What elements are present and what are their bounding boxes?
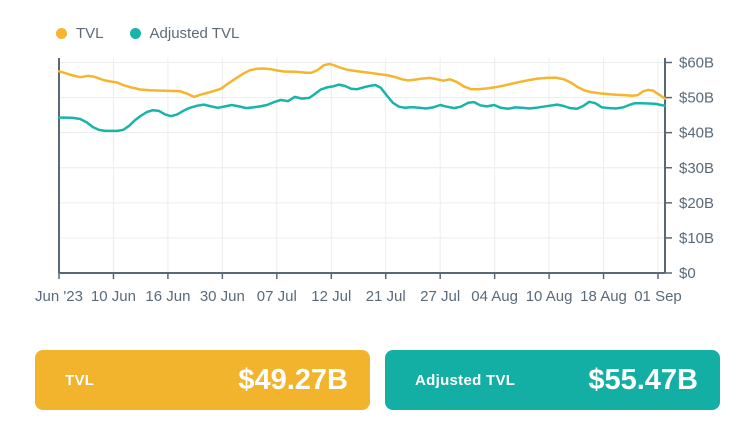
chart-legend: TVL Adjusted TVL [56, 25, 239, 42]
x-axis-tick-label: 30 Jun [200, 288, 245, 305]
adjusted-tvl-line [57, 83, 667, 133]
tvl-card-value: $49.27B [238, 363, 348, 396]
x-axis-tick-label: 07 Jul [257, 288, 297, 305]
x-axis-tick-label: 10 Jun [91, 288, 136, 305]
tvl-card-label: TVL [65, 371, 95, 389]
y-axis-tick-label: $50B [679, 90, 714, 107]
tvl-legend-label: TVL [76, 25, 104, 42]
adjusted-tvl-legend-dot-icon [129, 28, 141, 39]
y-axis-tick-label: $30B [679, 160, 714, 177]
tvl-stat-card: TVL $49.27B [35, 350, 370, 410]
y-axis-tick-label: $10B [679, 230, 714, 247]
legend-item-tvl[interactable]: TVL [56, 25, 104, 42]
x-axis-tick-label: 12 Jul [311, 288, 351, 305]
x-axis-tick-label: Jun '23 [35, 288, 83, 305]
x-axis-tick-label: 01 Sep [634, 288, 682, 305]
stat-cards-row: TVL $49.27B Adjusted TVL $55.47B [35, 350, 720, 410]
adjusted-tvl-card-value: $55.47B [588, 363, 698, 396]
adjusted-tvl-legend-label: Adjusted TVL [149, 25, 240, 42]
tvl-line [57, 62, 667, 100]
y-axis-tick-label: $20B [679, 195, 714, 212]
legend-item-adjusted-tvl[interactable]: Adjusted TVL [129, 25, 240, 42]
y-axis-tick-label: $60B [679, 55, 714, 72]
y-axis-tick-label: $0 [679, 265, 696, 282]
adjusted-tvl-stat-card: Adjusted TVL $55.47B [385, 350, 720, 410]
x-axis-tick-label: 04 Aug [471, 288, 518, 305]
x-axis-tick-label: 10 Aug [526, 288, 573, 305]
tvl-legend-dot-icon [56, 28, 67, 39]
x-axis-tick-label: 27 Jul [420, 288, 460, 305]
x-axis-tick-label: 21 Jul [366, 288, 406, 305]
x-axis-tick-label: 18 Aug [580, 288, 627, 305]
adjusted-tvl-card-label: Adjusted TVL [415, 371, 516, 389]
x-axis-tick-label: 16 Jun [145, 288, 190, 305]
tvl-chart-canvas[interactable]: $0 $10B $20B $30B $40B $50B $60B Jun '23 10 Jun 1… [0, 0, 750, 320]
y-axis-tick-label: $40B [679, 125, 714, 142]
